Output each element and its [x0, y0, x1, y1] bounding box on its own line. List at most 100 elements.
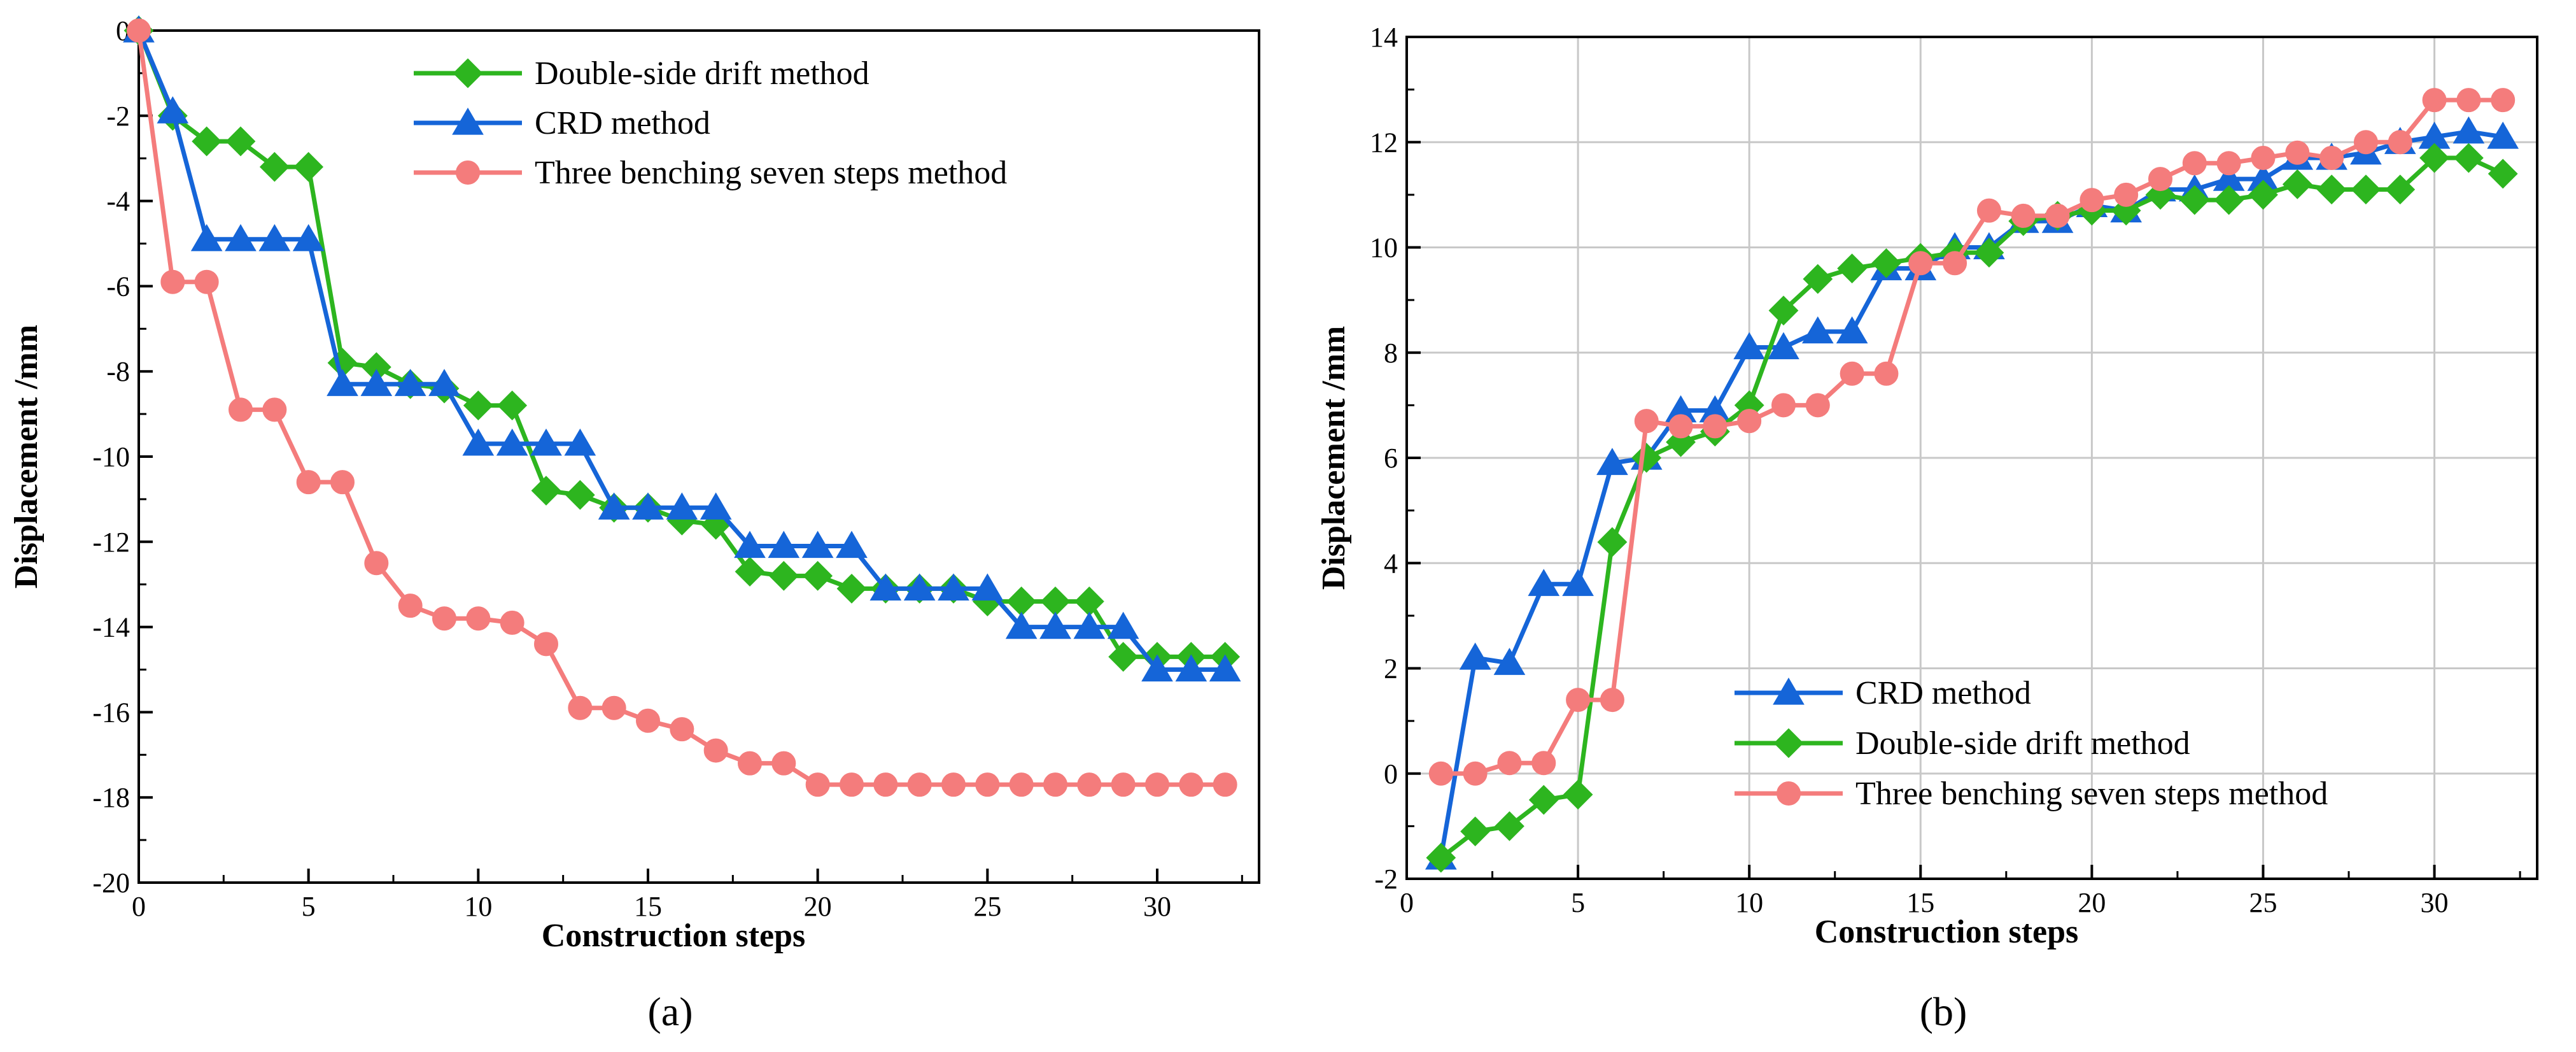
- data-point: [1145, 772, 1169, 797]
- data-point: [1634, 409, 1659, 434]
- data-point: [836, 573, 867, 604]
- data-point: [2248, 180, 2278, 210]
- data-point: [1771, 393, 1796, 418]
- data-point: [531, 476, 561, 506]
- data-point: [2216, 151, 2241, 176]
- data-point: [1006, 586, 1037, 616]
- data-point: [632, 492, 664, 520]
- data-point: [1737, 409, 1762, 434]
- data-point: [1497, 751, 1522, 776]
- data-point: [2456, 88, 2481, 113]
- data-point: [394, 369, 426, 396]
- data-point: [771, 751, 796, 776]
- data-point: [1463, 761, 1488, 786]
- data-point: [1805, 393, 1830, 418]
- data-point: [2045, 203, 2070, 228]
- data-point: [2316, 174, 2347, 205]
- panel-label: (b): [1920, 989, 1967, 1034]
- data-point: [2419, 143, 2449, 173]
- series-crd-method: [123, 15, 1241, 682]
- data-point: [530, 428, 562, 456]
- data-point: [160, 269, 185, 294]
- data-point: [190, 224, 223, 252]
- x-tick-label: 0: [1400, 887, 1414, 918]
- y-tick-label: -4: [106, 186, 130, 217]
- legend: Double-side drift method CRD method Three …: [414, 55, 1007, 191]
- data-point: [1668, 414, 1693, 439]
- y-tick-label: -16: [92, 697, 130, 728]
- data-point: [1733, 332, 1766, 360]
- data-point: [1908, 251, 1933, 276]
- x-tick-label: 20: [2078, 887, 2106, 918]
- x-tick-label: 30: [1143, 891, 1171, 922]
- data-point: [2453, 143, 2484, 173]
- y-tick-label: 4: [1384, 548, 1398, 579]
- legend-swatch-marker: [1777, 781, 1801, 806]
- data-point: [432, 606, 456, 631]
- y-tick-label: 0: [1384, 758, 1398, 790]
- data-point: [1111, 772, 1136, 797]
- data-point: [670, 717, 694, 742]
- y-tick-label: 14: [1370, 22, 1398, 53]
- data-point: [398, 594, 423, 618]
- x-axis-label: Construction steps: [542, 918, 806, 954]
- data-point: [1528, 569, 1560, 596]
- data-point: [2114, 182, 2139, 207]
- y-tick-label: -12: [92, 527, 130, 558]
- data-point: [2488, 159, 2518, 189]
- data-point: [805, 772, 830, 797]
- y-tick-label: -8: [106, 356, 130, 387]
- data-point: [568, 695, 593, 720]
- data-point: [1005, 611, 1038, 639]
- data-point: [1596, 448, 1628, 475]
- data-point: [1943, 251, 1967, 276]
- panel-a-chart: 0 5 10 15 20 25 300-2-4-6-8-10-12-14-16-18-20C…: [8, 15, 1260, 1034]
- data-point: [768, 530, 800, 558]
- data-point: [1428, 761, 1453, 786]
- data-point: [565, 480, 595, 510]
- data-point: [2319, 146, 2344, 171]
- data-point: [975, 772, 1000, 797]
- legend-entry-label: Double-side drift method: [535, 55, 869, 92]
- data-point: [1703, 414, 1728, 439]
- data-point: [598, 492, 630, 520]
- series-three-benching-seven-steps-method: [1428, 88, 2516, 786]
- data-point: [2179, 185, 2210, 215]
- legend-entry-label: Three benching seven steps method: [1855, 776, 2328, 812]
- data-point: [1043, 772, 1067, 797]
- data-point: [2251, 146, 2276, 171]
- y-tick-label: 6: [1384, 443, 1398, 474]
- data-point: [1460, 816, 1491, 847]
- data-point: [462, 428, 495, 456]
- data-point: [1563, 779, 1593, 810]
- data-point: [903, 573, 936, 601]
- legend-entry-label: CRD method: [1855, 675, 2031, 711]
- data-point: [2351, 174, 2381, 205]
- x-axis-label: Construction steps: [1815, 914, 2079, 950]
- legend-entry-label: Double-side drift method: [1855, 725, 2190, 762]
- data-point: [2285, 140, 2310, 165]
- data-point: [1077, 772, 1102, 797]
- data-point: [801, 530, 834, 558]
- data-point: [330, 470, 355, 495]
- y-tick-label: -2: [106, 101, 130, 132]
- series-three-benching-seven-steps-method: [127, 18, 1237, 797]
- legend-swatch-marker: [456, 160, 480, 185]
- data-point: [428, 369, 460, 396]
- y-tick-label: -20: [92, 867, 130, 899]
- x-tick-label: 10: [464, 891, 492, 922]
- data-point: [564, 428, 596, 456]
- data-point: [1600, 688, 1624, 713]
- data-point: [258, 224, 291, 252]
- data-point: [1459, 642, 1491, 670]
- data-point: [2214, 185, 2244, 215]
- data-point: [803, 560, 833, 591]
- data-point: [534, 632, 558, 657]
- x-tick-label: 15: [634, 891, 662, 922]
- data-point: [1874, 361, 1899, 386]
- data-point: [1837, 253, 1868, 283]
- data-point: [229, 397, 253, 422]
- data-point: [157, 96, 189, 124]
- data-point: [1801, 316, 1834, 344]
- data-point: [836, 530, 868, 558]
